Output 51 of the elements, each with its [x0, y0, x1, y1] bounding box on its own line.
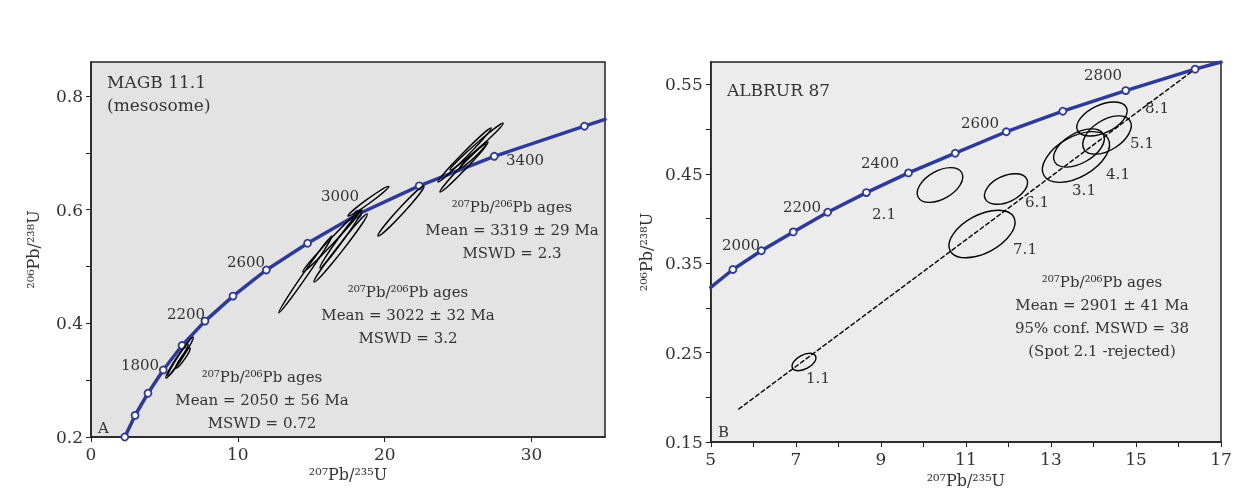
text: MAGB 11.1	[107, 71, 207, 92]
x-tick-label: 15	[1125, 448, 1147, 469]
x-tick-label: 30	[520, 443, 543, 464]
x-axis-title: ²⁰⁷Pb/²³⁵U	[926, 470, 1006, 490]
x-tick-label: 0	[85, 443, 97, 464]
annotation: 2600	[960, 114, 1000, 132]
y-tick-label: 0.15	[664, 432, 703, 453]
x-tick-label: 9	[875, 448, 887, 469]
annotation: 6.1	[1025, 193, 1049, 211]
x-tick-label: 11	[955, 448, 977, 469]
y-tick-label: 0.8	[55, 86, 83, 107]
x-tick-label: 7	[790, 448, 802, 469]
annotation: 1.1	[806, 369, 830, 387]
annotation: ²⁰⁷Pb/²⁰⁶Pb ages Mean = 3319 ± 29 Ma MSWD = 2.3	[425, 198, 599, 262]
annotation: ²⁰⁷Pb/²⁰⁶Pb ages Mean = 2050 ± 56 Ma MSWD = 0.72	[175, 368, 349, 432]
annotation: 2.1	[872, 205, 896, 223]
x-tick-label: 13	[1040, 448, 1062, 469]
y-tick-label: 0.6	[55, 199, 83, 220]
annotation: 3000	[320, 187, 360, 205]
annotation: 4.1	[1106, 165, 1130, 183]
x-axis-title: ²⁰⁷Pb/²³⁵U	[308, 465, 388, 485]
y-tick-label: 0.55	[664, 74, 703, 95]
annotation: 2400	[860, 154, 900, 172]
annotation: 5.1	[1130, 134, 1154, 152]
annotation: A	[97, 419, 109, 437]
y-axis-title: ²⁰⁶Pb/²³⁸U	[636, 212, 656, 292]
annotation: 3400	[505, 151, 545, 169]
annotation: 2000	[721, 236, 761, 254]
y-tick-label: 0.35	[664, 253, 703, 274]
text: ALBRUR 87	[726, 79, 831, 100]
annotation: 2800	[1083, 66, 1123, 84]
y-tick-label: 0.25	[664, 342, 703, 363]
text: (mesosome)	[107, 94, 211, 115]
annotation: 2200	[166, 305, 206, 323]
annotation: 8.1	[1145, 99, 1169, 117]
annotation: 2200	[782, 198, 822, 216]
annotation: 1800	[120, 356, 160, 374]
y-axis-title: ²⁰⁶Pb/²³⁸U	[23, 210, 43, 289]
annotation: ²⁰⁷Pb/²⁰⁶Pb ages Mean = 3022 ± 32 Ma MSWD = 3.2	[321, 283, 495, 347]
annotation: ²⁰⁷Pb/²⁰⁶Pb ages Mean = 2901 ± 41 Ma 95% conf. MSWD = 38 (Spot 2.1 -rejected)	[1014, 272, 1190, 360]
x-tick-label: 10	[227, 443, 249, 464]
annotation: 7.1	[1013, 240, 1037, 258]
annotation: 2600	[226, 253, 266, 271]
x-tick-label: 5	[705, 448, 717, 469]
x-tick-label: 20	[373, 443, 396, 464]
x-tick-label: 17	[1210, 448, 1232, 469]
y-tick-label: 0.4	[55, 313, 83, 334]
y-tick-label: 0.2	[55, 427, 83, 447]
annotation: 3.1	[1072, 181, 1096, 199]
annotation: B	[718, 423, 730, 441]
y-tick-label: 0.45	[664, 163, 703, 184]
